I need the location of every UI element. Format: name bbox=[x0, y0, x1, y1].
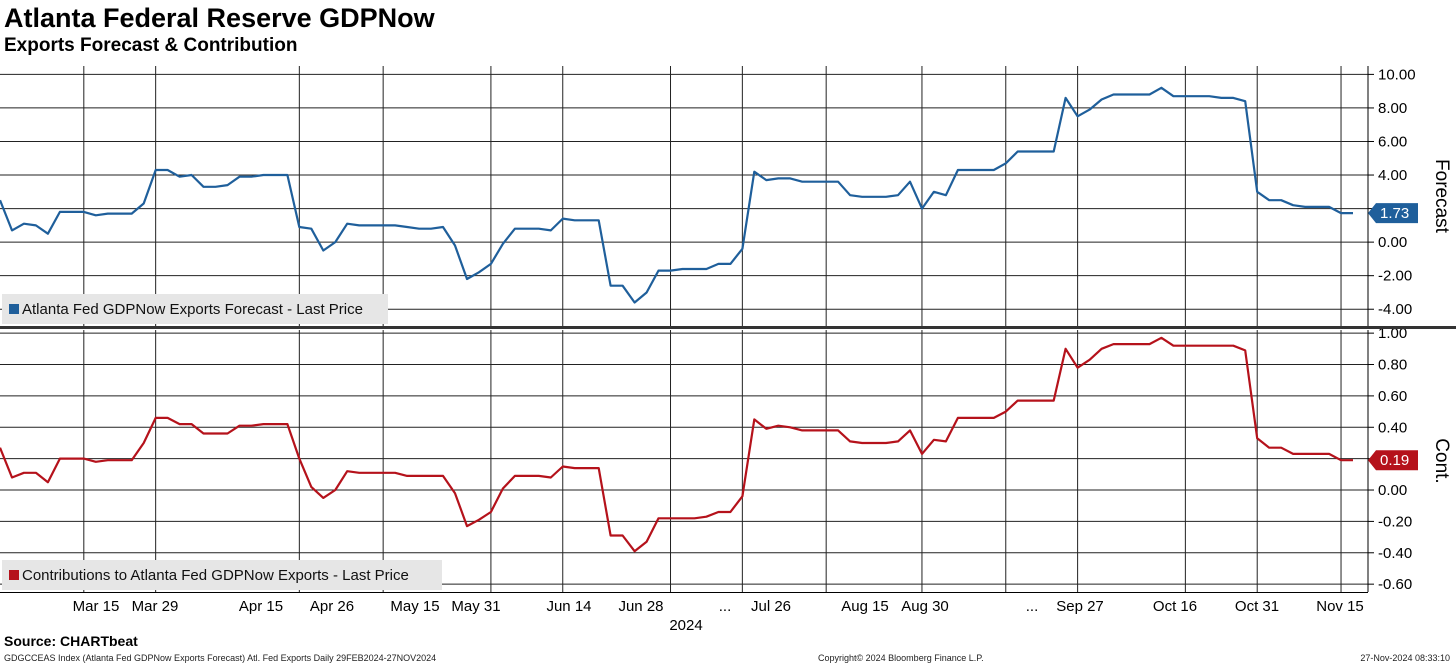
forecast-legend-box bbox=[2, 294, 388, 324]
x-axis: Mar 15 Mar 29 Apr 15 Apr 26 May 15 May 31 Jun … bbox=[0, 326, 1456, 634]
x-tick-label: Aug 30 bbox=[901, 598, 949, 615]
x-tick-label: Sep 27 bbox=[1056, 598, 1104, 615]
x-tick-label: May 31 bbox=[451, 598, 500, 615]
contribution-last-value-badge bbox=[1368, 450, 1418, 471]
x-tick-label: ... bbox=[719, 598, 732, 615]
contribution-legend-box bbox=[2, 560, 442, 590]
forecast-tick-label: 6.00 bbox=[1378, 133, 1407, 150]
contribution-tick-label: 0.60 bbox=[1378, 388, 1407, 405]
x-tick-label: Apr 26 bbox=[310, 598, 354, 615]
timestamp: 27-Nov-2024 08:33:10 bbox=[1360, 653, 1450, 663]
forecast-last-value-badge bbox=[1368, 203, 1418, 224]
x-tick-label: ... bbox=[1026, 598, 1039, 615]
forecast-series-line bbox=[0, 86, 1353, 304]
forecast-tick-label: 4.00 bbox=[1378, 167, 1407, 184]
chart-subtitle: Exports Forecast & Contribution bbox=[4, 35, 298, 56]
copyright-note: Copyright© 2024 Bloomberg Finance L.P. bbox=[818, 653, 984, 663]
index-description: GDGCCEAS Index (Atlanta Fed GDPNow Expor… bbox=[4, 653, 437, 663]
x-tick-label: Jul 26 bbox=[751, 598, 791, 615]
forecast-tick-label: -4.00 bbox=[1378, 301, 1412, 318]
forecast-tick-label: 10.00 bbox=[1378, 66, 1416, 83]
contribution-legend-label: Contributions to Atlanta Fed GDPNow Expo… bbox=[22, 567, 409, 584]
contribution-tick-label: -0.40 bbox=[1378, 545, 1412, 562]
contribution-panel: 1.000.800.600.400.200.00-0.20-0.40-0.600… bbox=[0, 325, 1452, 593]
contribution-tick-label: 1.00 bbox=[1378, 325, 1407, 342]
x-tick-label: Aug 15 bbox=[841, 598, 889, 615]
contribution-tick-label: -0.60 bbox=[1378, 576, 1412, 593]
forecast-tick-label: 0.00 bbox=[1378, 234, 1407, 251]
x-tick-label: Apr 15 bbox=[239, 598, 283, 615]
contribution-legend-swatch bbox=[9, 570, 19, 580]
x-tick-label: Mar 29 bbox=[132, 598, 179, 615]
x-tick-label: Jun 28 bbox=[618, 598, 663, 615]
chart-title: Atlanta Federal Reserve GDPNow bbox=[4, 3, 435, 33]
contribution-tick-label: 0.00 bbox=[1378, 482, 1407, 499]
forecast-tick-label: 8.00 bbox=[1378, 100, 1407, 117]
contribution-series-line bbox=[0, 336, 1353, 553]
contribution-tick-label: 0.40 bbox=[1378, 419, 1407, 436]
x-year-label: 2024 bbox=[669, 617, 702, 634]
x-tick-label: Oct 16 bbox=[1153, 598, 1197, 615]
contribution-tick-label: -0.20 bbox=[1378, 513, 1412, 530]
x-tick-label: May 15 bbox=[390, 598, 439, 615]
x-tick-label: Oct 31 bbox=[1235, 598, 1279, 615]
contribution-axis-title: Cont. bbox=[1431, 438, 1452, 483]
source-note: Source: CHARTbeat bbox=[4, 633, 138, 649]
contribution-tick-label: 0.80 bbox=[1378, 357, 1407, 374]
x-tick-label: Nov 15 bbox=[1316, 598, 1364, 615]
x-tick-label: Mar 15 bbox=[73, 598, 120, 615]
forecast-legend-swatch bbox=[9, 304, 19, 314]
forecast-legend-label: Atlanta Fed GDPNow Exports Forecast - La… bbox=[22, 301, 363, 318]
forecast-axis-title: Forecast bbox=[1431, 159, 1452, 234]
x-tick-label: Jun 14 bbox=[546, 598, 591, 615]
forecast-panel: 10.008.006.004.002.000.00-2.00-4.001.73F… bbox=[0, 66, 1452, 326]
contribution-last-value-label: 0.19 bbox=[1380, 452, 1409, 469]
forecast-tick-label: -2.00 bbox=[1378, 268, 1412, 285]
forecast-last-value-label: 1.73 bbox=[1380, 205, 1409, 222]
